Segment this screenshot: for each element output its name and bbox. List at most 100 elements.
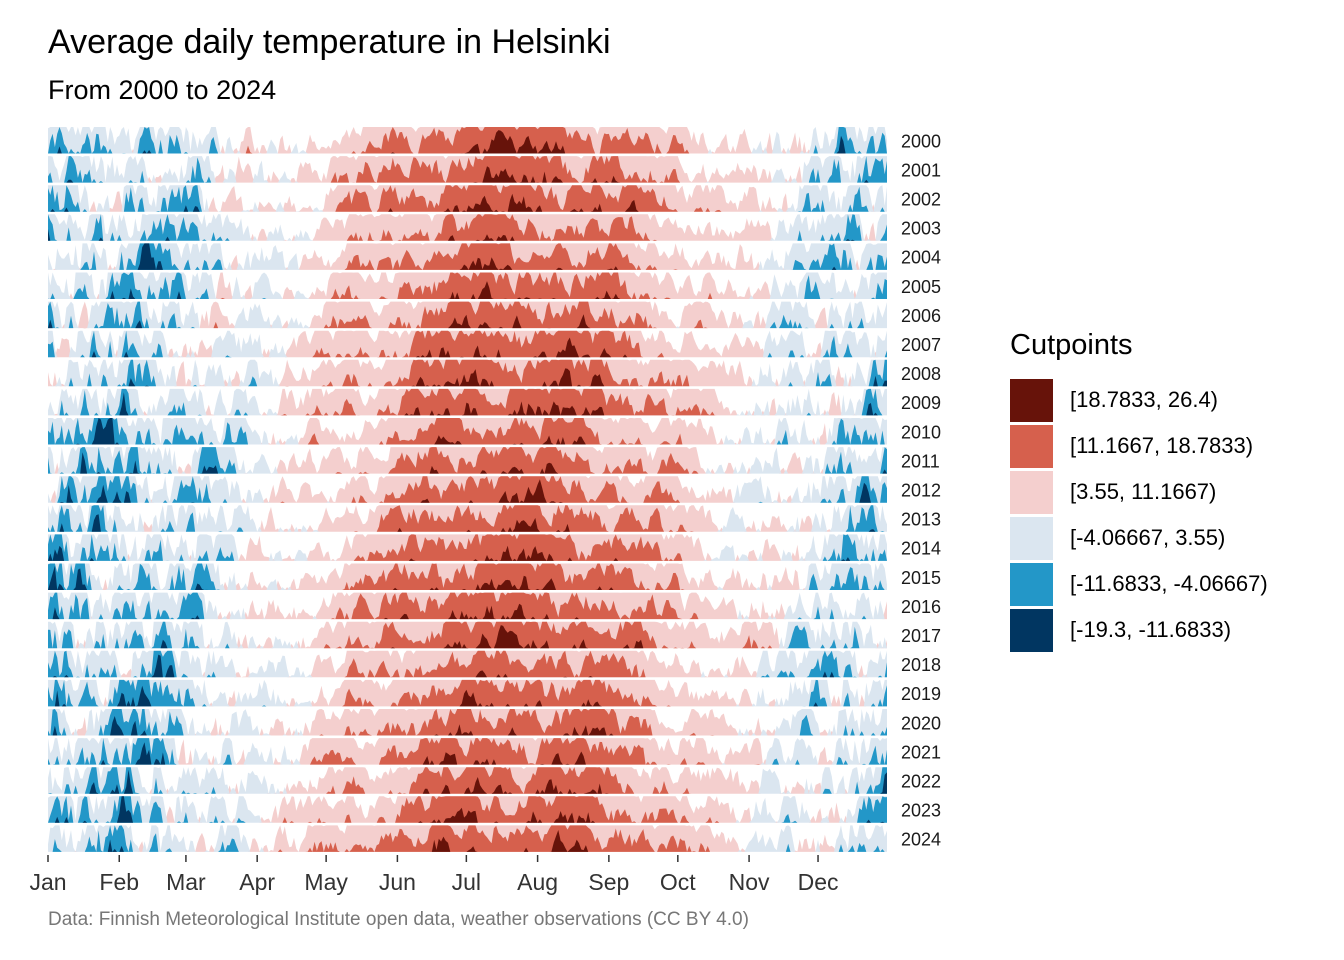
year-label: 2014 [901, 539, 941, 559]
horizon-band-positive [48, 621, 887, 649]
horizon-row [48, 738, 887, 765]
horizon-row [48, 505, 887, 532]
horizon-band-negative [48, 738, 887, 765]
horizon-band-negative [48, 563, 887, 590]
horizon-chart: 2000 2001 2002 2003 2004 2005 2006 2007 2008 2009… [29, 127, 941, 895]
chart-title: Average daily temperature in Helsinki [48, 23, 611, 61]
x-axis: Jan Feb Mar Apr May Jun Jul Aug Sep Oct Nov Dec [29, 855, 838, 895]
horizon-row [48, 679, 887, 707]
horizon-band-negative [48, 272, 887, 299]
year-label: 2023 [901, 801, 941, 821]
legend-item: [-19.3, -11.6833) [1010, 607, 1268, 653]
legend-swatch [1010, 470, 1053, 514]
legend-label: [18.7833, 26.4) [1070, 387, 1219, 412]
horizon-band-positive [48, 243, 887, 270]
horizon-row [48, 359, 887, 387]
legend-label: [3.55, 11.1667) [1070, 479, 1217, 504]
horizon-band-negative [48, 796, 887, 823]
year-label: 2007 [901, 335, 941, 355]
horizon-band-negative [48, 243, 887, 270]
horizon-row [48, 185, 887, 212]
horizon-band-negative [48, 592, 887, 620]
horizon-row [48, 243, 887, 270]
horizon-band-negative [48, 156, 887, 183]
year-label: 2004 [901, 248, 941, 268]
horizon-row [48, 534, 887, 561]
horizon-band-negative [48, 359, 887, 387]
horizon-band-positive [48, 314, 887, 329]
horizon-row [48, 592, 887, 620]
horizon-row [48, 418, 887, 445]
horizon-band-positive [48, 401, 887, 416]
year-label: 2006 [901, 306, 941, 326]
chart-subtitle: From 2000 to 2024 [48, 75, 277, 105]
horizon-band-positive [48, 738, 887, 765]
year-label: 2003 [901, 219, 941, 239]
horizon-row [48, 767, 887, 794]
legend-swatch [1010, 378, 1053, 422]
legend-item: [-4.06667, 3.55) [1010, 515, 1268, 561]
legend-items: [18.7833, 26.4) [11.1667, 18.7833) [3.55, … [1010, 377, 1268, 653]
legend-label: [-19.3, -11.6833) [1070, 617, 1232, 642]
horizon-band-positive [48, 185, 887, 212]
horizon-row [48, 127, 887, 154]
horizon-band-positive [48, 724, 887, 736]
x-tick-label: Sep [588, 869, 629, 895]
horizon-band-positive [48, 650, 887, 678]
horizon-band-negative [48, 679, 887, 707]
horizon-band-negative [48, 418, 887, 445]
horizon-band-positive [48, 650, 887, 678]
x-tick-label: Aug [517, 869, 558, 895]
horizon-band-positive [48, 505, 887, 532]
horizon-band-negative [48, 301, 887, 329]
horizon-row [48, 825, 887, 852]
x-tick-label: Apr [239, 869, 275, 895]
year-label: 2024 [901, 830, 941, 850]
horizon-band-positive [48, 388, 887, 416]
horizon-row [48, 272, 887, 299]
horizon-band-positive [48, 447, 887, 474]
legend-item: [18.7833, 26.4) [1010, 377, 1268, 423]
horizon-row [48, 563, 887, 590]
horizon-band-negative [48, 738, 887, 765]
horizon-band-negative [48, 621, 887, 649]
horizon-band-negative [48, 534, 887, 561]
legend-item: [-11.6833, -4.06667) [1010, 561, 1268, 607]
horizon-row [48, 214, 887, 241]
horizon-band-positive [48, 796, 887, 823]
legend-item: [3.55, 11.1667) [1010, 469, 1268, 515]
horizon-band-positive [48, 156, 887, 183]
year-label: 2013 [901, 510, 941, 530]
year-label: 2018 [901, 655, 941, 675]
year-label: 2020 [901, 713, 941, 733]
horizon-row [48, 330, 887, 358]
legend: Cutpoints [18.7833, 26.4) [11.1667, 18.78… [1010, 327, 1268, 653]
legend-label: [11.1667, 18.7833) [1070, 433, 1254, 458]
year-label: 2022 [901, 771, 941, 791]
horizon-band-negative [48, 650, 887, 678]
horizon-band-negative [48, 214, 887, 241]
horizon-bands [48, 127, 887, 852]
horizon-band-positive [48, 301, 887, 329]
year-label: 2021 [901, 742, 941, 762]
horizon-band-positive [48, 709, 887, 736]
horizon-band-positive [48, 418, 887, 445]
horizon-band-positive [48, 767, 887, 794]
legend-swatch [1010, 516, 1053, 560]
horizon-band-positive [48, 272, 887, 299]
year-label: 2008 [901, 364, 941, 384]
horizon-band-negative [48, 330, 887, 358]
horizon-band-negative [48, 796, 887, 823]
horizon-band-negative [48, 447, 887, 474]
year-label: 2002 [901, 189, 941, 209]
horizon-band-negative [48, 288, 887, 299]
horizon-row [48, 650, 887, 678]
horizon-row [48, 156, 887, 183]
year-labels: 2000 2001 2002 2003 2004 2005 2006 2007 2008 2009… [901, 131, 941, 849]
year-label: 2012 [901, 480, 941, 500]
horizon-band-positive [48, 738, 887, 765]
horizon-band-negative [48, 375, 887, 387]
horizon-band-positive [48, 689, 887, 707]
horizon-band-positive [48, 563, 887, 590]
horizon-band-negative [48, 447, 887, 474]
